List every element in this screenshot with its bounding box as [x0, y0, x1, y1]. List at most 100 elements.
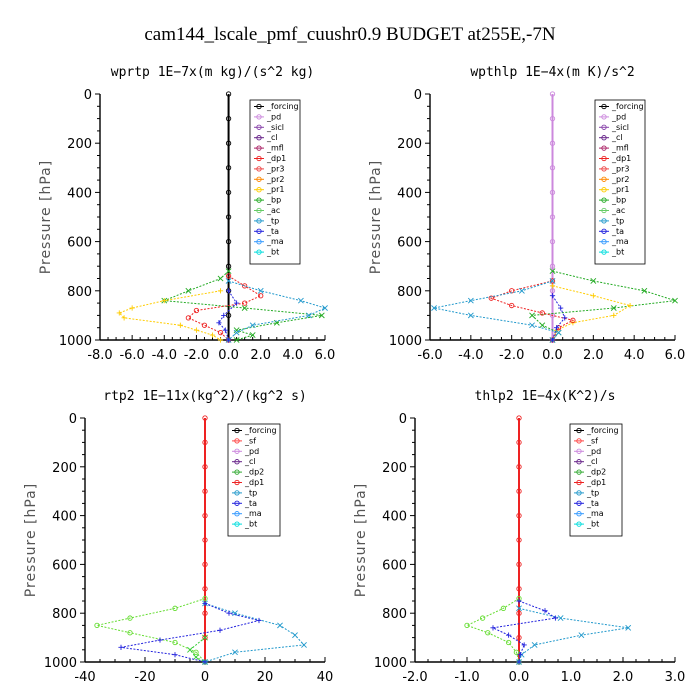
y-tick-label: 600 [397, 236, 422, 251]
legend-entry: _sf [586, 436, 598, 445]
data-point [509, 302, 515, 309]
legend-entry: _forcing [586, 426, 619, 435]
data-point [555, 329, 562, 336]
data-point [578, 632, 585, 639]
data-point [506, 632, 512, 638]
legend-marker [256, 124, 262, 130]
data-point [625, 624, 632, 631]
data-point [216, 320, 222, 326]
legend-marker [601, 239, 607, 245]
data-point [610, 305, 617, 311]
legend-entry: _pr2 [611, 175, 629, 184]
legend-entry: _pd [611, 112, 626, 121]
data-point [202, 586, 208, 592]
legend-marker [601, 197, 607, 203]
data-point [516, 488, 522, 494]
data-point [225, 165, 232, 171]
data-point [431, 305, 438, 311]
data-point [516, 634, 522, 641]
chart-wpthlp: wpthlp 1E−4x(m K)/s^2 0 200 400 600 800 1000-6… [368, 65, 685, 363]
legend-entry: _ma [266, 237, 284, 246]
legend-entry: _ta [586, 499, 599, 508]
series-tp [202, 600, 307, 665]
y-tick-label: 1000 [389, 334, 422, 349]
legend: _forcing_pd _sicl_cl _mfl_dp1_pr3 _pr2_pr1 _… [594, 99, 646, 265]
series-line [187, 275, 262, 341]
series-tp [516, 605, 632, 665]
data-point [225, 263, 232, 269]
x-tick-label: -2.0 [499, 348, 524, 363]
data-point [549, 293, 556, 299]
legend-entry: _tp [611, 216, 624, 225]
legend-marker [256, 239, 262, 245]
data-point [121, 315, 127, 321]
legend-entry: _bt [266, 248, 279, 257]
data-point [193, 327, 200, 333]
legend-entry: _pr3 [266, 164, 284, 173]
data-point [570, 317, 576, 323]
legend-marker [601, 228, 607, 234]
y-tick-label: 400 [382, 510, 407, 525]
data-point [467, 297, 474, 304]
legend-marker [576, 459, 582, 465]
legend-marker [256, 187, 262, 193]
legend-marker [601, 145, 607, 151]
legend-marker [256, 197, 262, 203]
data-point [185, 287, 192, 294]
data-point [127, 615, 133, 621]
legend-entry: _ac [611, 206, 625, 215]
data-point [516, 605, 522, 612]
legend-marker [256, 145, 262, 151]
legend-marker [234, 521, 240, 527]
legend-entry: _dp2 [244, 468, 264, 477]
x-tick-label: -2.0 [402, 670, 427, 685]
series-line [552, 285, 632, 341]
legend-marker [256, 135, 262, 141]
series-dp1 [185, 273, 264, 343]
data-point [202, 464, 208, 470]
data-point [225, 337, 232, 343]
data-point [129, 305, 135, 311]
data-point [500, 605, 507, 611]
x-tick-label: -20 [134, 670, 155, 685]
data-point [241, 305, 248, 311]
legend-entry: _ac [266, 206, 280, 215]
legend-marker [601, 187, 607, 193]
legend-marker [601, 249, 607, 255]
legend-marker [576, 469, 582, 475]
data-point [217, 627, 223, 633]
data-point [249, 322, 256, 329]
legend-entry: _bt [586, 520, 599, 529]
y-tick-label: 400 [397, 186, 422, 201]
y-tick-label: 400 [52, 510, 77, 525]
data-point [225, 268, 232, 275]
data-point [256, 617, 262, 624]
data-point [233, 329, 240, 336]
y-tick-label: 400 [67, 186, 92, 201]
legend-marker [601, 207, 607, 214]
data-point [202, 659, 208, 665]
data-point [516, 439, 522, 446]
legend-marker [576, 427, 582, 434]
y-tick-label: 800 [52, 607, 77, 622]
series-bp [161, 268, 325, 343]
legend-entry: _ta [266, 227, 279, 236]
data-point [202, 537, 208, 543]
data-point [513, 649, 520, 655]
legend-entry: _mfl [266, 144, 284, 153]
data-point [516, 561, 522, 568]
data-point [292, 632, 298, 639]
legend-marker [601, 103, 607, 110]
data-point [157, 637, 163, 643]
legend-entry: _mfl [611, 144, 629, 153]
y-tick-label: 200 [67, 137, 92, 152]
data-point [301, 642, 307, 648]
legend-marker [576, 500, 582, 506]
data-point [516, 610, 522, 616]
data-point [118, 644, 124, 650]
data-point [257, 287, 264, 294]
x-tick-label: 4.0 [624, 348, 645, 363]
data-point [161, 298, 167, 304]
legend-marker [234, 469, 240, 475]
y-axis-label: Pressure [hPa] [368, 160, 384, 274]
